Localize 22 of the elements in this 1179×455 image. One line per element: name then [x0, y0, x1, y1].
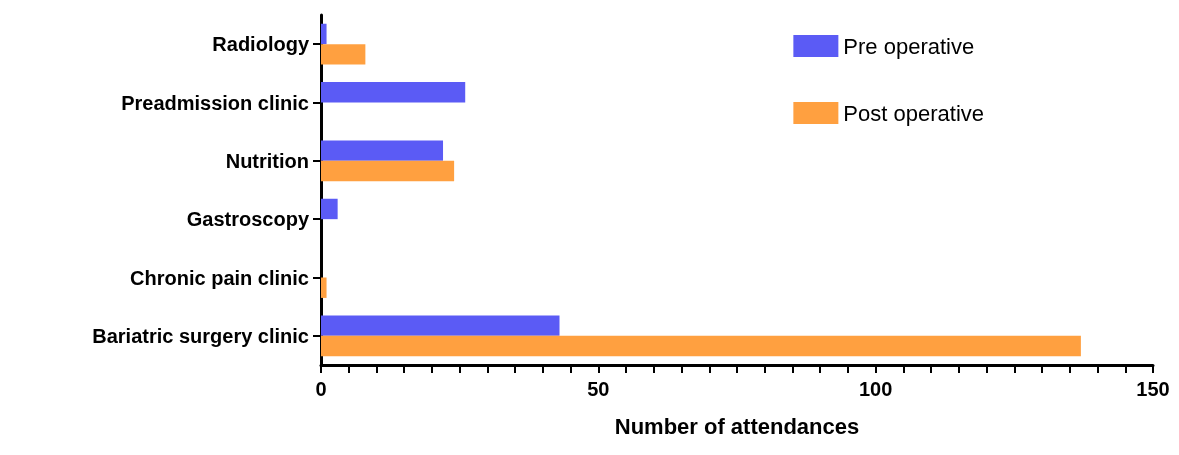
x-tick-label: 100 [858, 378, 893, 400]
legend-label: Post operative [843, 100, 984, 126]
bar [321, 315, 560, 336]
y-tick-label: Chronic pain clinic [130, 266, 309, 289]
legend-label: Pre operative [843, 33, 975, 59]
y-tick-label: Nutrition [225, 149, 309, 172]
bar [321, 82, 466, 103]
y-tick-label: Radiology [212, 33, 310, 56]
bar [321, 160, 455, 182]
bar [321, 140, 444, 161]
x-tick-label: 150 [1136, 378, 1170, 400]
x-axis-title: Number of attendances [614, 413, 860, 439]
y-tick-label: Gastroscopy [186, 208, 310, 231]
x-tick-label: 50 [587, 378, 610, 400]
x-tick-label: 0 [315, 378, 327, 400]
bar [321, 198, 338, 220]
bar [321, 277, 327, 298]
y-tick-label: Preadmission clinic [121, 91, 309, 114]
bar [321, 335, 1081, 357]
bar [321, 23, 327, 45]
bar [321, 44, 366, 65]
y-tick-label: Bariatric surgery clinic [92, 324, 309, 347]
